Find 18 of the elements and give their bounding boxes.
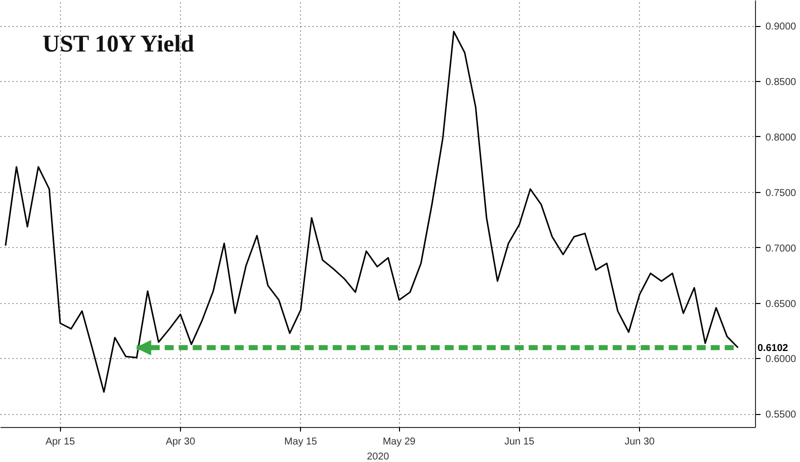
y-tick-label: 0.8500 [766, 76, 797, 88]
x-tick-label: Jun 30 [624, 436, 656, 448]
x-axis-title: 2020 [366, 452, 390, 462]
x-tick-label: May 29 [382, 436, 416, 448]
text: UST 10Y Yield [42, 32, 195, 58]
y-tick-label: 0.8000 [766, 132, 797, 144]
x-tick-label: May 15 [284, 436, 318, 448]
y-tick-label: 0.9000 [766, 22, 797, 33]
text: 0.6102 [758, 343, 789, 354]
y-tick-label: 0.5500 [766, 410, 797, 421]
y-tick-label: 0.6500 [766, 298, 797, 310]
x-tick-label: Jun 15 [504, 436, 535, 448]
y-tick-label: 0.7500 [766, 188, 797, 199]
x-tick-label: Apr 15 [45, 436, 76, 448]
y-tick-label: 0.7000 [766, 243, 797, 254]
y-tick-label: 0.6000 [766, 354, 797, 366]
line-series [4, 30, 739, 393]
x-tick-label: Apr 30 [166, 436, 196, 448]
